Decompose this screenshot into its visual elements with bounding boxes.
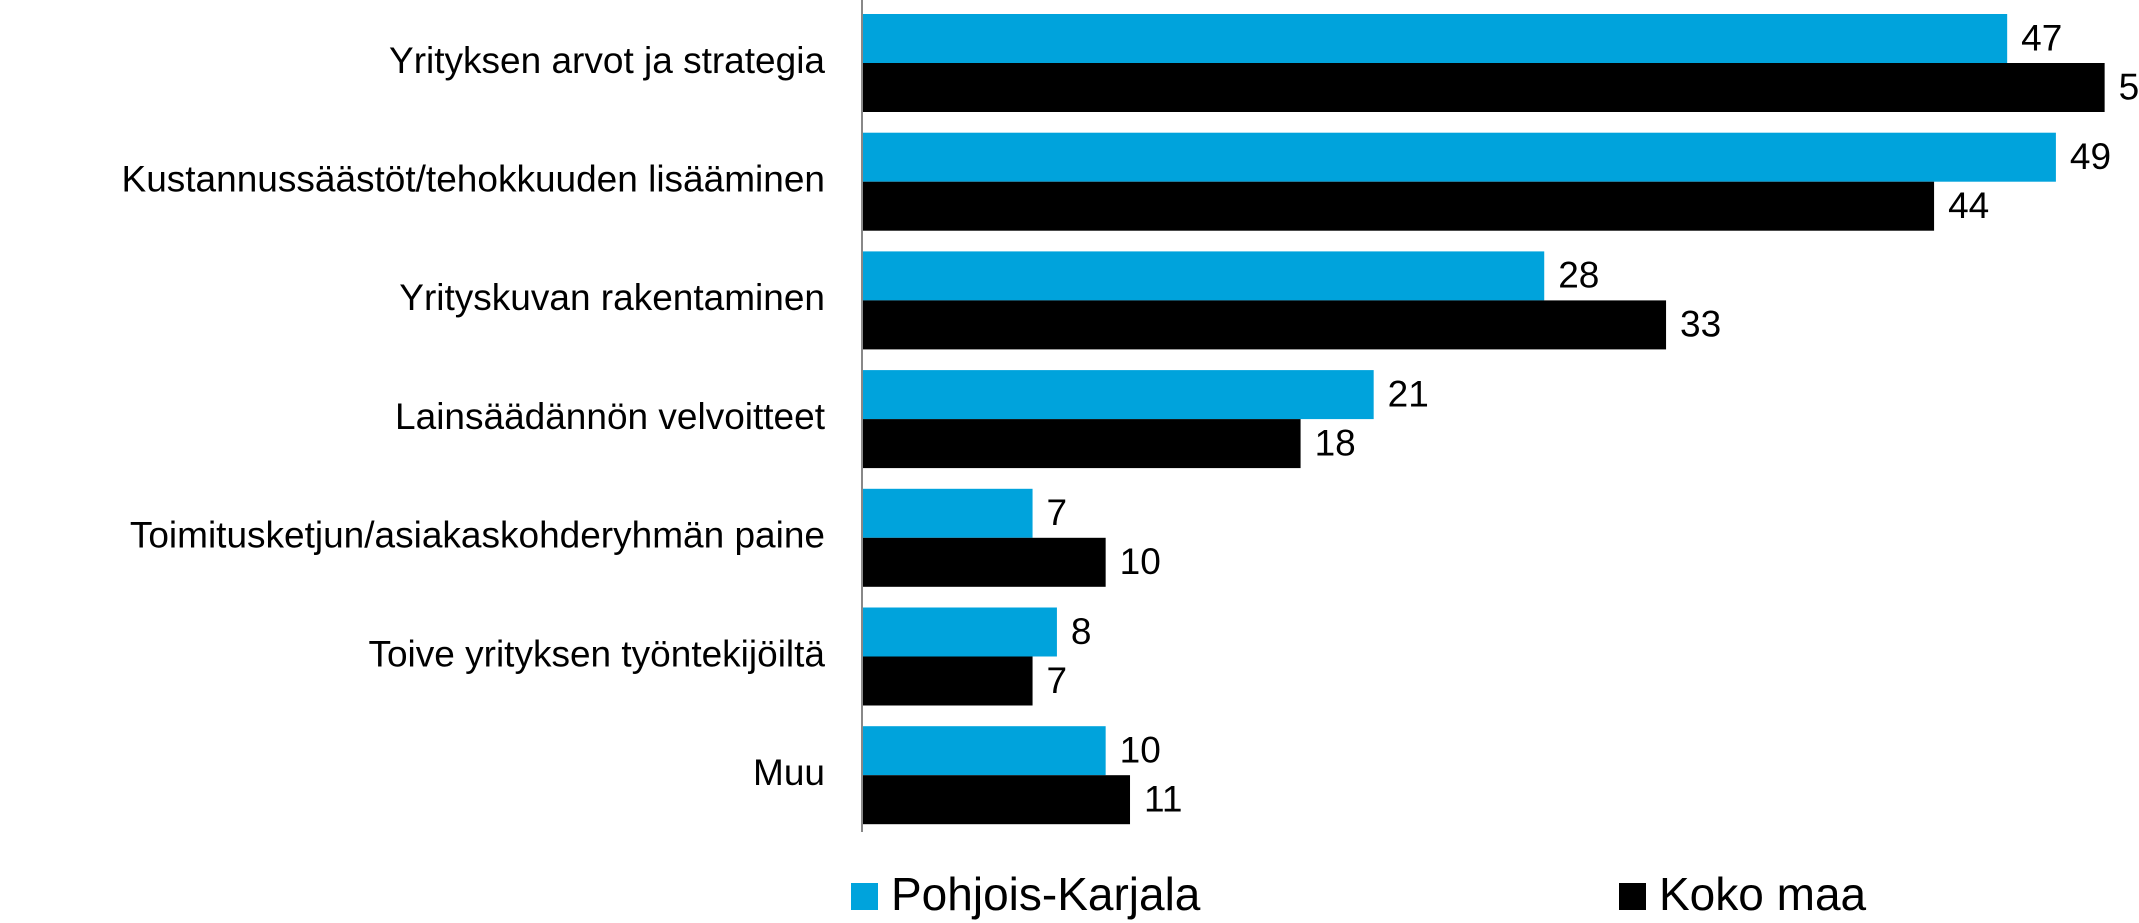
value-label: 10 [1120, 541, 1161, 582]
value-label: 10 [1120, 729, 1161, 770]
bar [862, 63, 2105, 112]
legend-label: Koko maa [1659, 868, 1867, 920]
bar [862, 181, 1935, 231]
bar [862, 775, 1131, 825]
value-label: 7 [1047, 492, 1068, 533]
bar [862, 726, 1106, 776]
value-label: 21 [1388, 373, 1429, 414]
category-label: Yrityskuvan rakentaminen [399, 277, 825, 318]
bar [862, 419, 1301, 469]
category-label: Lainsäädännön velvoitteet [395, 396, 826, 437]
legend-swatch [851, 883, 878, 910]
category-label: Muu [753, 752, 825, 793]
category-label: Kustannussäästöt/tehokkuuden lisääminen [122, 158, 825, 199]
bar [862, 132, 2056, 182]
value-label: 7 [1047, 660, 1068, 701]
legend-swatch [1619, 883, 1646, 910]
value-label: 51 [2119, 66, 2139, 107]
bar [862, 537, 1106, 587]
category-label: Toive yrityksen työntekijöiltä [368, 633, 825, 674]
value-label: 11 [1144, 778, 1182, 819]
bar [862, 370, 1374, 420]
bar [862, 607, 1057, 657]
category-label: Toimitusketjun/asiakaskohderyhmän paine [130, 515, 825, 556]
bar [862, 488, 1033, 538]
value-label: 44 [1948, 185, 1989, 226]
bar [862, 300, 1667, 350]
bar [862, 656, 1033, 706]
value-label: 33 [1680, 304, 1721, 345]
category-label: Yrityksen arvot ja strategia [389, 40, 825, 81]
legend-label: Pohjois-Karjala [891, 868, 1201, 920]
bar [862, 14, 2008, 63]
value-label: 49 [2070, 136, 2111, 177]
value-label: 47 [2021, 17, 2062, 58]
value-label: 18 [1315, 422, 1356, 463]
bar [862, 251, 1545, 301]
value-label: 8 [1071, 611, 1092, 652]
value-label: 28 [1558, 255, 1599, 296]
